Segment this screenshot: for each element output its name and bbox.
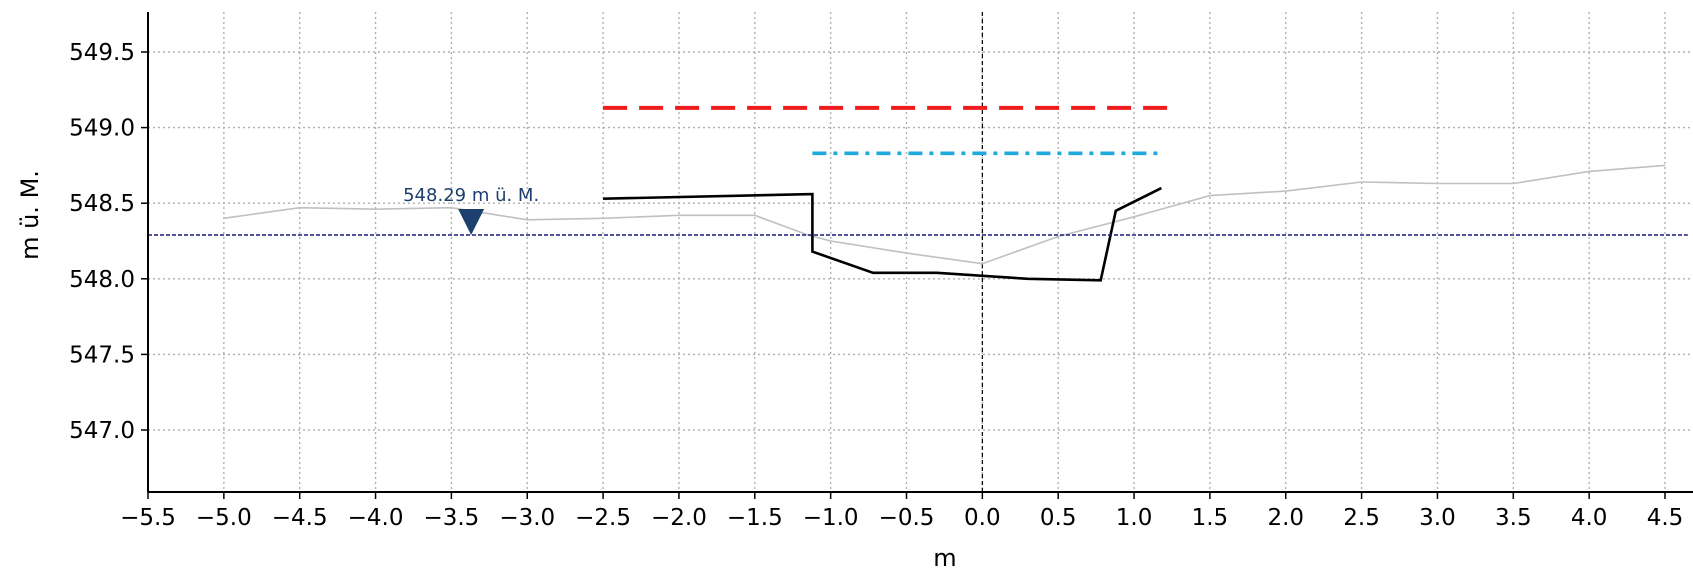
water-level-triangle [458, 208, 485, 235]
y-tick-label: 548.0 [69, 267, 135, 293]
x-tick-label: −4.5 [272, 505, 328, 531]
x-tick-label: −4.0 [348, 505, 404, 531]
y-ticks: 547.0 547.5 548.0 548.5 549.0 549.5 [69, 40, 148, 444]
x-tick-label: −5.5 [120, 505, 176, 531]
x-tick-label: 1.5 [1192, 505, 1229, 531]
grid [148, 12, 1693, 492]
x-tick-label: 0.0 [964, 505, 1001, 531]
x-ticks: −5.5 −5.0 −4.5 −4.0 −3.5 −3.0 −2.5 −2.0 −1.5 −1.0… [120, 492, 1683, 531]
x-tick-label: −1.5 [727, 505, 783, 531]
series-group [148, 105, 1688, 282]
series-line-black-solid [603, 186, 1162, 282]
x-tick-label: 2.5 [1343, 505, 1380, 531]
axes [147, 12, 1693, 493]
x-tick-label: 2.0 [1267, 505, 1304, 531]
y-tick-label: 548.5 [69, 191, 135, 217]
water-level-label: 548.29 m ü. M. [403, 185, 539, 206]
x-tick-label: −3.0 [499, 505, 555, 531]
series-line-gray-solid [223, 164, 1666, 265]
y-tick-label: 549.5 [69, 40, 135, 66]
x-tick-label: −2.0 [651, 505, 707, 531]
x-tick-label: 4.0 [1571, 505, 1608, 531]
x-tick-label: −5.0 [196, 505, 252, 531]
y-axis-label: m ü. M. [16, 170, 44, 260]
x-tick-label: 3.0 [1419, 505, 1456, 531]
x-tick-label: 4.5 [1647, 505, 1684, 531]
x-axis-label: m [933, 544, 956, 571]
y-tick-label: 547.5 [69, 342, 135, 368]
x-tick-label: 1.0 [1116, 505, 1153, 531]
y-tick-label: 549.0 [69, 116, 135, 142]
water-level-marker-group [458, 208, 485, 235]
x-tick-label: −0.5 [879, 505, 935, 531]
x-tick-label: −3.5 [423, 505, 479, 531]
x-tick-label: −1.0 [803, 505, 859, 531]
x-tick-label: 3.5 [1495, 505, 1532, 531]
y-tick-label: 547.0 [69, 418, 135, 444]
x-tick-label: −2.5 [575, 505, 631, 531]
x-tick-label: 0.5 [1040, 505, 1077, 531]
